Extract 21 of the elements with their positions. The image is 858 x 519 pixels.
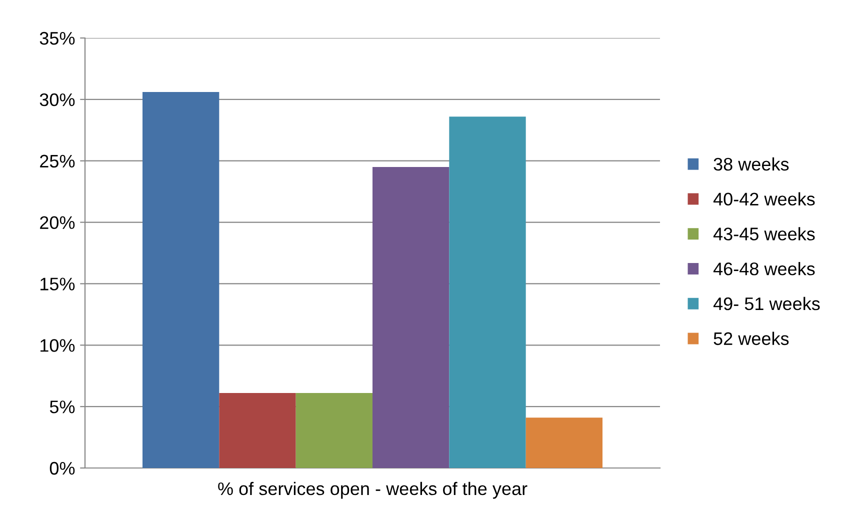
legend-label: 49- 51 weeks: [713, 296, 820, 310]
bar: [526, 418, 602, 468]
bar: [449, 116, 526, 468]
y-tick-label: 0%: [50, 462, 75, 475]
legend-label: 40-42 weeks: [713, 192, 815, 206]
bar: [142, 92, 220, 468]
y-tick-label: 20%: [40, 216, 75, 230]
legend-label: 52 weeks: [714, 332, 789, 346]
y-tick-label: 5%: [50, 400, 75, 414]
y-tick-label: 25%: [40, 154, 75, 168]
x-tick-label: % of services open - weeks of the year: [218, 482, 528, 499]
bar: [296, 393, 372, 468]
legend-label: 38 weeks: [714, 157, 789, 171]
legend-label: 46-48 weeks: [713, 262, 815, 276]
bar: [219, 393, 296, 468]
y-tick-label: 10%: [40, 339, 75, 352]
y-tick-label: 35%: [40, 32, 75, 45]
y-tick-label: 15%: [40, 278, 75, 290]
legend-label: 43-45 weeks: [713, 227, 815, 240]
y-tick-label: 30%: [40, 93, 75, 106]
bar: [372, 167, 450, 468]
